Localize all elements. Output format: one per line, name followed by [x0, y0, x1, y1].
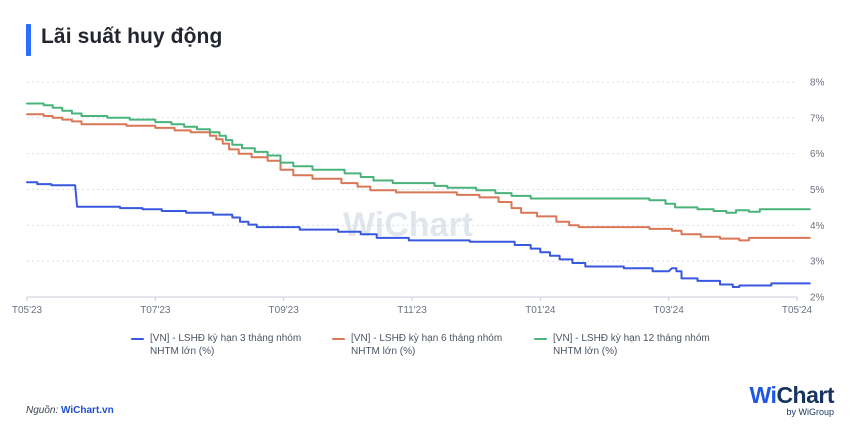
brand-wordmark: WiChart [749, 382, 835, 409]
y-tick-label-4: 6% [810, 149, 825, 160]
y-tick-label-3: 5% [810, 185, 825, 196]
x-axis-ticks [26, 297, 798, 301]
legend-label-12m: [VN] - LSHĐ kỳ hạn 12 tháng nhóm NHTM lớ… [553, 333, 710, 357]
x-tick-label-0: T05'23 [12, 305, 43, 316]
x-tick-label-3: T11'23 [397, 305, 427, 316]
page-title: Lãi suất huy động [41, 25, 223, 48]
legend-swatch-6m [332, 338, 345, 340]
x-tick-label-2: T09'23 [269, 305, 300, 316]
source-label: Nguồn: [26, 405, 59, 416]
brand-logo: WiChart by WiGroup [749, 382, 835, 417]
chart-legend: [VN] - LSHĐ kỳ hạn 3 tháng nhóm NHTM lớn… [0, 332, 864, 372]
y-tick-label-0: 2% [810, 293, 825, 304]
x-tick-label-5: T03'24 [654, 305, 685, 316]
y-tick-label-5: 7% [810, 113, 825, 124]
grid-layer [27, 81, 797, 298]
series-line-12m [26, 102, 811, 214]
source-link[interactable]: WiChart.vn [61, 405, 114, 416]
series-layer [26, 102, 811, 288]
x-tick-label-4: T01'24 [525, 305, 556, 316]
y-axis-labels: 2% 3% 4% 5% 6% 7% 8% [810, 78, 825, 304]
series-line-6m [26, 113, 811, 242]
brand-suffix: Chart [776, 382, 834, 408]
brand-prefix: Wi [749, 382, 777, 408]
y-tick-label-6: 8% [810, 78, 825, 89]
source-note: Nguồn: WiChart.vn [26, 405, 114, 416]
series-line-3m [26, 181, 811, 288]
y-tick-label-2: 4% [810, 221, 825, 232]
legend-label-3m: [VN] - LSHĐ kỳ hạn 3 tháng nhóm NHTM lớn… [150, 333, 302, 357]
x-tick-label-6: T05'24 [782, 305, 813, 316]
brand-subtitle: by WiGroup [786, 407, 834, 417]
legend-swatch-12m [534, 338, 547, 340]
x-axis-labels: T05'23 T07'23 T09'23 T11'23 T01'24 T03'24 T05'… [12, 305, 813, 316]
y-tick-label-1: 3% [810, 257, 825, 268]
legend-label-6m: [VN] - LSHĐ kỳ hạn 6 tháng nhóm NHTM lớn… [351, 333, 503, 357]
legend-swatch-3m [131, 338, 144, 340]
x-tick-label-1: T07'23 [140, 305, 171, 316]
title-accent-bar [26, 24, 31, 56]
